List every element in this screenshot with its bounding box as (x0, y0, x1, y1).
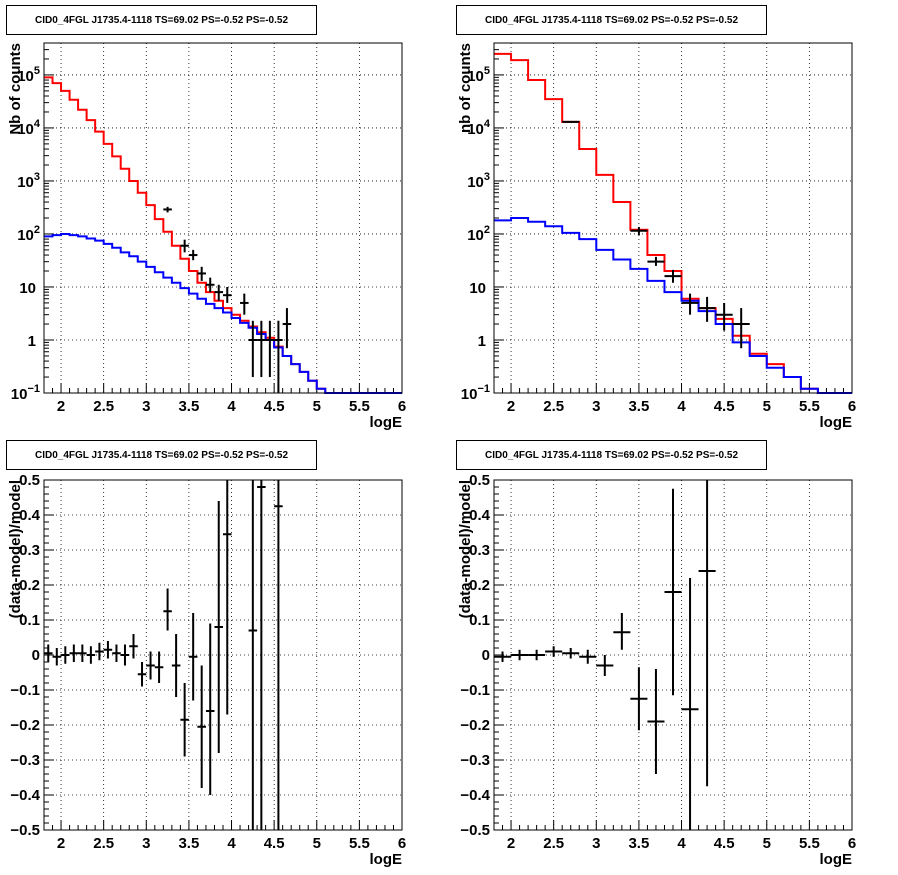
x-tick-label: 2.5 (543, 835, 564, 852)
y-tick-label: −0.2 (10, 717, 40, 734)
x-tick-label: 6 (398, 398, 406, 415)
x-tick-label: 4.5 (714, 398, 735, 415)
panel-title-residuals-coarse: CID0_4FGL J1735.4-1118 TS=69.02 PS=-0.52… (456, 440, 767, 470)
y-tick-label: 0.4 (19, 507, 41, 524)
y-tick-label: 105 (467, 65, 490, 85)
y-tick-label: 0.2 (469, 577, 490, 594)
y-tick-label: 1 (28, 333, 36, 350)
y-tick-label: −0.4 (10, 787, 40, 804)
y-tick-label: −0.5 (460, 822, 490, 839)
x-tick-label: 4.5 (264, 835, 285, 852)
y-tick-label: 105 (17, 65, 40, 85)
y-tick-label: −0.3 (10, 752, 40, 769)
y-tick-label: −0.1 (10, 682, 40, 699)
y-tick-label: 0.1 (469, 612, 490, 629)
x-tick-label: 5 (763, 398, 771, 415)
series-step-blue (44, 232, 402, 394)
y-tick-label: 10 (19, 280, 36, 297)
y-tick-label: 104 (467, 118, 491, 138)
series-step-red (44, 76, 402, 394)
y-tick-label: 102 (467, 224, 490, 244)
x-tick-label: 3 (592, 835, 600, 852)
x-tick-label: 6 (848, 398, 856, 415)
y-tick-label: −0.4 (460, 787, 490, 804)
y-axis-title: (data-model)/model (457, 480, 474, 618)
y-tick-label: 1 (478, 333, 486, 350)
x-tick-label: 5.5 (799, 835, 820, 852)
y-tick-label: 0.5 (469, 472, 490, 489)
series-step-blue (494, 217, 852, 394)
panel-counts-coarse: 2 2.5 3 3.5 4 4.5 5 5.5 6 10−1 1 10 102 103 104 105 logE… (457, 42, 856, 431)
x-tick-label: 3.5 (628, 398, 649, 415)
y-tick-label: −0.3 (460, 752, 490, 769)
x-tick-label: 3 (142, 835, 150, 852)
x-tick-label: 3.5 (178, 835, 199, 852)
y-axis-title: Nb of counts (7, 43, 24, 135)
panel-title-counts-coarse: CID0_4FGL J1735.4-1118 TS=69.02 PS=-0.52… (456, 5, 767, 35)
y-tick-label: 0.3 (469, 542, 490, 559)
x-tick-label: 5 (313, 398, 321, 415)
x-tick-label: 5.5 (799, 398, 820, 415)
x-tick-label: 3.5 (178, 398, 199, 415)
x-tick-label: 4 (227, 835, 236, 852)
plot-frame (493, 479, 853, 831)
panel-counts-fine: 2 2.5 3 3.5 4 4.5 5 5.5 6 10−1 1 10 102 103 104 105 logE… (7, 42, 406, 431)
x-axis-title: logE (370, 851, 403, 868)
x-tick-label: 3.5 (628, 835, 649, 852)
panel-residuals-fine: 2 2.5 3 3.5 4 4.5 5 5.5 6 −0.5 −0.4 −0.3 −0.2 −0.1 0 0.… (7, 472, 406, 868)
x-tick-label: 3 (142, 398, 150, 415)
y-tick-label: −0.5 (10, 822, 40, 839)
y-axis-title: (data-model)/model (7, 480, 24, 618)
plot-frame (43, 42, 403, 394)
y-tick-label: −0.1 (460, 682, 490, 699)
y-tick-label: 104 (17, 118, 41, 138)
y-tick-label: 10 (469, 280, 486, 297)
y-tick-label: 0.3 (19, 542, 40, 559)
y-tick-label: 0.5 (19, 472, 40, 489)
x-tick-label: 2 (507, 835, 515, 852)
y-tick-label: 0.4 (469, 507, 491, 524)
x-tick-label: 4.5 (714, 835, 735, 852)
plot-frame (493, 42, 853, 394)
y-tick-label: −0.2 (460, 717, 490, 734)
y-tick-label: 0 (482, 647, 490, 664)
x-tick-label: 5.5 (349, 835, 370, 852)
panel-title-counts-fine: CID0_4FGL J1735.4-1118 TS=69.02 PS=-0.52… (6, 5, 317, 35)
panel-residuals-coarse: 2 2.5 3 3.5 4 4.5 5 5.5 6 −0.5 −0.4 −0.3 −0.2 −0.1 0 0.… (457, 472, 856, 868)
y-tick-label: 103 (467, 171, 490, 191)
y-tick-label: 0 (32, 647, 40, 664)
x-tick-label: 2.5 (93, 835, 114, 852)
x-tick-label: 5 (763, 835, 771, 852)
y-tick-label: 10−1 (11, 383, 40, 403)
y-tick-label: 103 (17, 171, 40, 191)
y-tick-label: 10−1 (461, 383, 490, 403)
x-axis-title: logE (820, 851, 853, 868)
x-tick-label: 2 (507, 398, 515, 415)
x-tick-label: 4 (227, 398, 236, 415)
x-tick-label: 6 (848, 835, 856, 852)
x-tick-label: 5.5 (349, 398, 370, 415)
x-tick-label: 4 (677, 398, 686, 415)
x-tick-label: 6 (398, 835, 406, 852)
x-tick-label: 4 (677, 835, 686, 852)
series-step-red (494, 52, 852, 394)
plot-frame (43, 479, 403, 831)
panel-title-residuals-fine: CID0_4FGL J1735.4-1118 TS=69.02 PS=-0.52… (6, 440, 317, 470)
x-tick-label: 2.5 (543, 398, 564, 415)
y-tick-label: 0.2 (19, 577, 40, 594)
x-axis-title: logE (370, 414, 403, 431)
x-tick-label: 4.5 (264, 398, 285, 415)
x-axis-title: logE (820, 414, 853, 431)
x-tick-label: 2.5 (93, 398, 114, 415)
x-tick-label: 3 (592, 398, 600, 415)
x-tick-label: 2 (57, 398, 65, 415)
x-tick-label: 2 (57, 835, 65, 852)
y-axis-title: nb of counts (457, 43, 474, 133)
y-tick-label: 102 (17, 224, 40, 244)
x-tick-label: 5 (313, 835, 321, 852)
y-tick-label: 0.1 (19, 612, 40, 629)
